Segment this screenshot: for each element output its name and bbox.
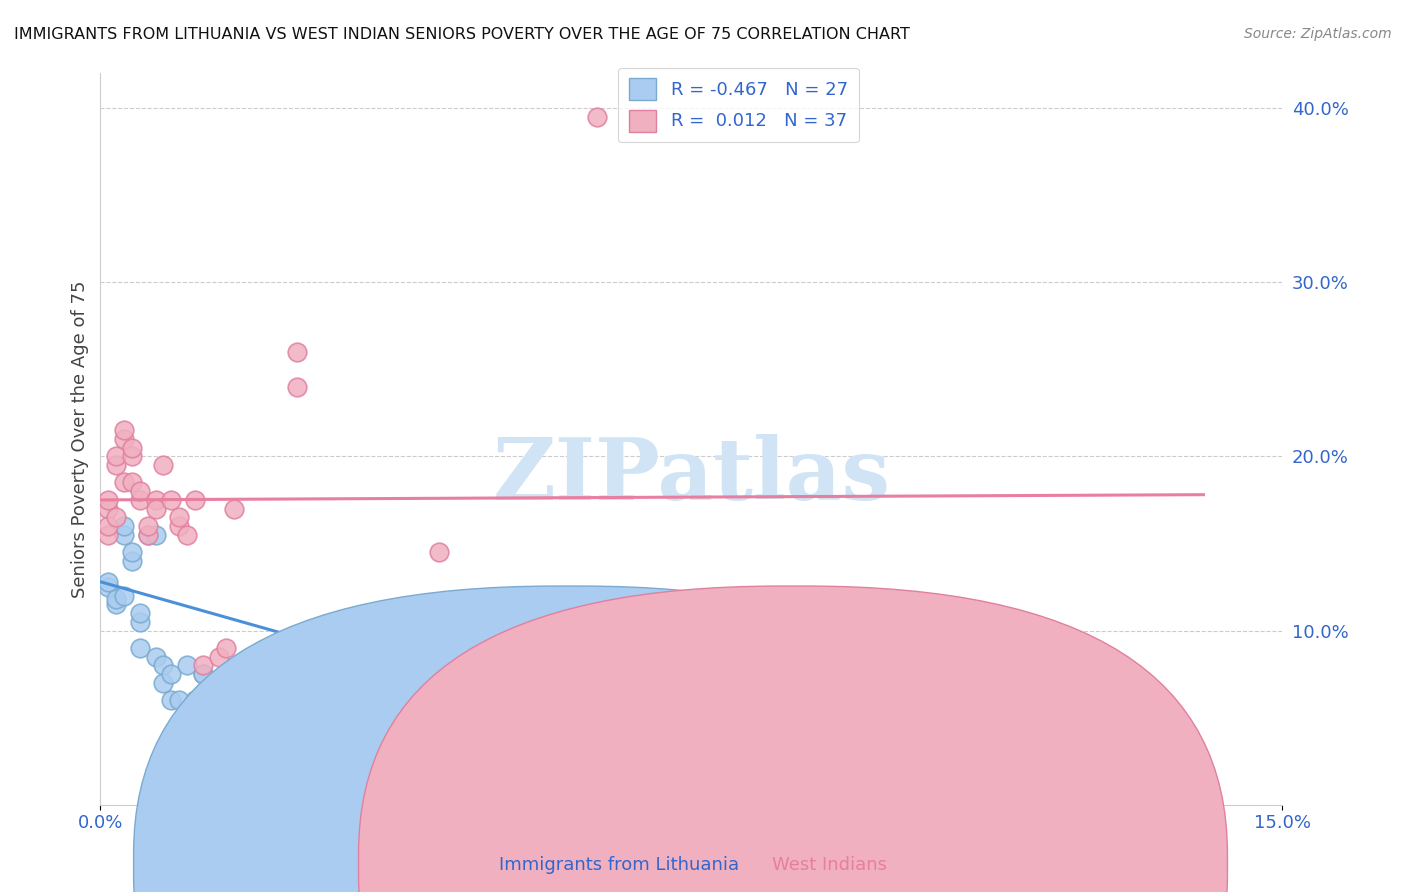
West Indians — [112, 475, 135, 490]
West Indians — [285, 344, 308, 359]
West Indians — [585, 110, 607, 124]
West Indians — [427, 545, 450, 559]
Y-axis label: Seniors Poverty Over the Age of 75: Seniors Poverty Over the Age of 75 — [72, 280, 89, 598]
Text: Immigrants from Lithuania: Immigrants from Lithuania — [499, 856, 738, 874]
West Indians — [105, 450, 128, 464]
Immigrants from Lithuania — [128, 606, 150, 620]
Immigrants from Lithuania — [112, 527, 135, 541]
Immigrants from Lithuania — [97, 574, 120, 589]
West Indians — [562, 598, 585, 612]
West Indians — [184, 492, 207, 507]
Immigrants from Lithuania — [105, 592, 128, 607]
West Indians — [121, 450, 143, 464]
Text: IMMIGRANTS FROM LITHUANIA VS WEST INDIAN SENIORS POVERTY OVER THE AGE OF 75 CORR: IMMIGRANTS FROM LITHUANIA VS WEST INDIAN… — [14, 27, 910, 42]
West Indians — [97, 527, 120, 541]
West Indians — [136, 527, 159, 541]
West Indians — [136, 519, 159, 533]
West Indians — [160, 492, 183, 507]
West Indians — [121, 441, 143, 455]
Immigrants from Lithuania — [121, 554, 143, 568]
Immigrants from Lithuania — [112, 589, 135, 603]
West Indians — [285, 380, 308, 394]
Immigrants from Lithuania — [145, 649, 167, 664]
Immigrants from Lithuania — [128, 615, 150, 629]
Immigrants from Lithuania — [152, 675, 174, 690]
West Indians — [215, 640, 238, 655]
West Indians — [167, 519, 190, 533]
Immigrants from Lithuania — [152, 658, 174, 673]
Text: Source: ZipAtlas.com: Source: ZipAtlas.com — [1244, 27, 1392, 41]
West Indians — [97, 519, 120, 533]
Text: ZIPatlas: ZIPatlas — [492, 434, 890, 517]
West Indians — [152, 458, 174, 472]
West Indians — [105, 458, 128, 472]
West Indians — [191, 658, 214, 673]
Immigrants from Lithuania — [136, 527, 159, 541]
West Indians — [128, 484, 150, 499]
West Indians — [506, 737, 529, 751]
Immigrants from Lithuania — [145, 527, 167, 541]
West Indians — [105, 510, 128, 524]
Immigrants from Lithuania — [121, 545, 143, 559]
Immigrants from Lithuania — [112, 519, 135, 533]
Immigrants from Lithuania — [191, 667, 214, 681]
Immigrants from Lithuania — [160, 667, 183, 681]
Immigrants from Lithuania — [759, 606, 782, 620]
West Indians — [112, 423, 135, 437]
Immigrants from Lithuania — [176, 658, 198, 673]
Immigrants from Lithuania — [191, 667, 214, 681]
Immigrants from Lithuania — [105, 598, 128, 612]
Text: West Indians: West Indians — [772, 856, 887, 874]
Immigrants from Lithuania — [97, 580, 120, 594]
Immigrants from Lithuania — [128, 640, 150, 655]
West Indians — [121, 475, 143, 490]
West Indians — [145, 492, 167, 507]
Immigrants from Lithuania — [167, 693, 190, 707]
Legend: R = -0.467   N = 27, R =  0.012   N = 37: R = -0.467 N = 27, R = 0.012 N = 37 — [619, 68, 859, 143]
West Indians — [956, 675, 979, 690]
Immigrants from Lithuania — [184, 693, 207, 707]
West Indians — [207, 649, 229, 664]
West Indians — [167, 510, 190, 524]
West Indians — [523, 606, 546, 620]
Immigrants from Lithuania — [160, 693, 183, 707]
West Indians — [145, 501, 167, 516]
West Indians — [176, 527, 198, 541]
West Indians — [112, 432, 135, 446]
West Indians — [97, 492, 120, 507]
Immigrants from Lithuania — [546, 667, 568, 681]
West Indians — [128, 492, 150, 507]
West Indians — [224, 501, 246, 516]
Immigrants from Lithuania — [562, 667, 585, 681]
West Indians — [97, 501, 120, 516]
